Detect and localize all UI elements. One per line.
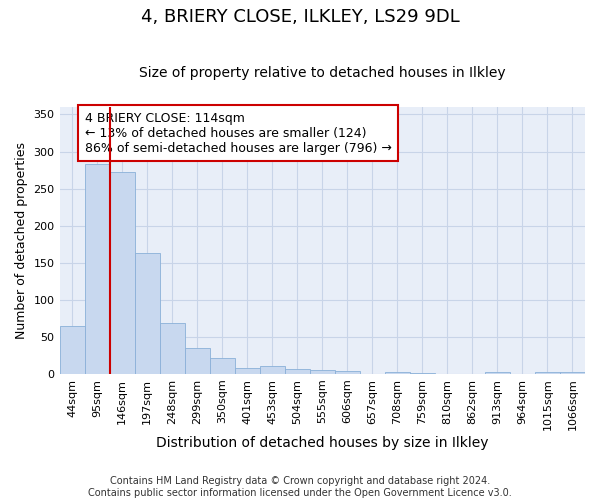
Text: Contains HM Land Registry data © Crown copyright and database right 2024.
Contai: Contains HM Land Registry data © Crown c… — [88, 476, 512, 498]
Bar — [260, 366, 285, 374]
Bar — [535, 372, 560, 374]
Y-axis label: Number of detached properties: Number of detached properties — [15, 142, 28, 339]
Bar — [385, 372, 410, 374]
Text: 4, BRIERY CLOSE, ILKLEY, LS29 9DL: 4, BRIERY CLOSE, ILKLEY, LS29 9DL — [140, 8, 460, 26]
Bar — [285, 370, 310, 374]
Bar — [485, 372, 510, 374]
Bar — [335, 371, 360, 374]
Text: 4 BRIERY CLOSE: 114sqm
← 13% of detached houses are smaller (124)
86% of semi-de: 4 BRIERY CLOSE: 114sqm ← 13% of detached… — [85, 112, 391, 154]
Bar — [235, 368, 260, 374]
Bar — [59, 326, 85, 374]
Bar — [185, 348, 209, 374]
Bar — [160, 324, 185, 374]
Bar — [560, 372, 585, 374]
Bar — [410, 373, 435, 374]
Bar — [85, 164, 110, 374]
Bar — [134, 253, 160, 374]
Title: Size of property relative to detached houses in Ilkley: Size of property relative to detached ho… — [139, 66, 506, 80]
X-axis label: Distribution of detached houses by size in Ilkley: Distribution of detached houses by size … — [156, 436, 488, 450]
Bar — [310, 370, 335, 374]
Bar — [209, 358, 235, 374]
Bar — [110, 172, 134, 374]
